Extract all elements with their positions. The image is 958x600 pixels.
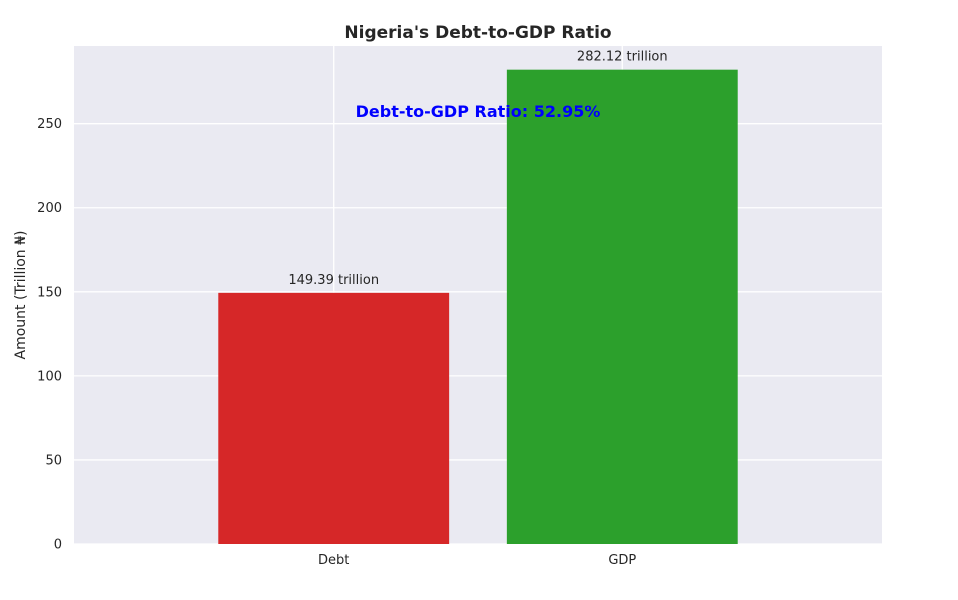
bars	[218, 69, 738, 544]
x-tick-label: Debt	[318, 553, 349, 568]
bar-value-label: 282.12 trillion	[577, 50, 668, 65]
bar-value-label: 149.39 trillion	[288, 273, 379, 288]
y-axis-ticks: 0 50 100 150 200 250	[37, 117, 62, 552]
bar-debt	[218, 292, 450, 544]
plot-area	[74, 46, 882, 544]
y-tick-label: 150	[37, 285, 62, 300]
y-tick-label: 0	[54, 538, 62, 553]
x-tick-label: GDP	[608, 553, 636, 568]
bar-gdp	[506, 69, 738, 544]
y-tick-label: 250	[37, 117, 62, 132]
y-tick-label: 100	[37, 369, 62, 384]
ratio-annotation: Debt-to-GDP Ratio: 52.95%	[356, 102, 601, 121]
bar-labels: 149.39 trillion 282.12 trillion	[288, 50, 667, 288]
y-tick-label: 50	[45, 453, 62, 468]
x-axis-ticks: Debt GDP	[318, 553, 636, 568]
y-tick-label: 200	[37, 201, 62, 216]
chart-title: Nigeria's Debt-to-GDP Ratio	[344, 23, 611, 43]
y-axis-label: Amount (Trillion ₦)	[13, 231, 29, 360]
